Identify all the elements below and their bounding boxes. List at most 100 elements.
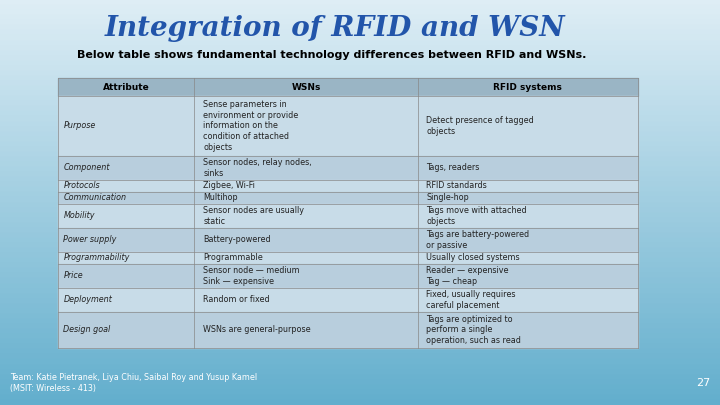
Bar: [0, 10, 720, 15]
Bar: [0, 284, 720, 288]
Text: Fixed, usually requires
careful placement: Fixed, usually requires careful placemen…: [426, 290, 516, 310]
Text: Team: Katie Pietranek, Liya Chiu, Saibal Roy and Yusup Kamel
(MSIT: Wireless - 4: Team: Katie Pietranek, Liya Chiu, Saibal…: [10, 373, 257, 393]
Bar: [58, 312, 638, 348]
Bar: [0, 380, 720, 385]
Text: Programmability: Programmability: [63, 254, 130, 262]
Bar: [0, 202, 720, 207]
Text: Programmable: Programmable: [203, 254, 263, 262]
Bar: [0, 207, 720, 213]
Bar: [0, 279, 720, 284]
Bar: [58, 264, 638, 288]
Bar: [0, 228, 720, 233]
Bar: [58, 192, 638, 204]
Bar: [0, 30, 720, 36]
Text: RFID systems: RFID systems: [493, 83, 562, 92]
Text: Single-hop: Single-hop: [426, 194, 469, 202]
Bar: [0, 400, 720, 405]
Bar: [0, 243, 720, 248]
Bar: [0, 56, 720, 61]
Bar: [0, 369, 720, 375]
Text: Battery-powered: Battery-powered: [203, 235, 271, 245]
Bar: [0, 258, 720, 263]
Bar: [0, 91, 720, 96]
Bar: [0, 101, 720, 107]
Text: Detect presence of tagged
objects: Detect presence of tagged objects: [426, 116, 534, 136]
Text: Component: Component: [63, 164, 110, 173]
Bar: [0, 223, 720, 228]
Bar: [0, 213, 720, 218]
Bar: [0, 61, 720, 66]
Text: Sensor nodes, relay nodes,
sinks: Sensor nodes, relay nodes, sinks: [203, 158, 312, 178]
Bar: [0, 233, 720, 238]
Bar: [0, 218, 720, 223]
Bar: [0, 132, 720, 137]
Bar: [0, 360, 720, 364]
Bar: [58, 204, 638, 228]
Text: WSNs are general-purpose: WSNs are general-purpose: [203, 326, 311, 335]
Bar: [0, 81, 720, 86]
Bar: [58, 228, 638, 252]
Text: Power supply: Power supply: [63, 235, 117, 245]
Bar: [58, 180, 638, 192]
Bar: [0, 117, 720, 121]
Text: Integration of RFID and WSN: Integration of RFID and WSN: [104, 15, 565, 41]
Bar: [0, 152, 720, 157]
Bar: [0, 25, 720, 30]
Text: Zigbee, Wi-Fi: Zigbee, Wi-Fi: [203, 181, 255, 190]
Text: Tags are optimized to
perform a single
operation, such as read: Tags are optimized to perform a single o…: [426, 315, 521, 345]
Bar: [0, 96, 720, 101]
Bar: [0, 137, 720, 142]
Bar: [0, 198, 720, 202]
Bar: [0, 51, 720, 56]
Bar: [0, 157, 720, 162]
Bar: [0, 182, 720, 187]
Bar: [0, 344, 720, 349]
Bar: [0, 334, 720, 339]
Bar: [58, 288, 638, 312]
Bar: [58, 78, 638, 96]
Bar: [0, 263, 720, 269]
Bar: [0, 238, 720, 243]
Bar: [0, 162, 720, 167]
Bar: [0, 385, 720, 390]
Text: Random or fixed: Random or fixed: [203, 296, 270, 305]
Text: Multihop: Multihop: [203, 194, 238, 202]
Bar: [0, 324, 720, 329]
Text: Mobility: Mobility: [63, 211, 95, 220]
Bar: [0, 86, 720, 91]
Text: Communication: Communication: [63, 194, 127, 202]
Bar: [0, 126, 720, 132]
Bar: [0, 299, 720, 304]
Bar: [0, 248, 720, 253]
Bar: [0, 76, 720, 81]
Bar: [0, 36, 720, 41]
Bar: [0, 288, 720, 294]
Bar: [0, 269, 720, 273]
Text: Price: Price: [63, 271, 83, 281]
Bar: [58, 96, 638, 156]
Bar: [0, 395, 720, 400]
Bar: [0, 273, 720, 279]
Text: Attribute: Attribute: [103, 83, 150, 92]
Text: Tags, readers: Tags, readers: [426, 164, 480, 173]
Text: Below table shows fundamental technology differences between RFID and WSNs.: Below table shows fundamental technology…: [76, 50, 586, 60]
Bar: [0, 390, 720, 395]
Text: Design goal: Design goal: [63, 326, 111, 335]
Bar: [0, 187, 720, 192]
Text: Reader — expensive
Tag — cheap: Reader — expensive Tag — cheap: [426, 266, 509, 286]
Bar: [0, 111, 720, 117]
Bar: [0, 46, 720, 51]
Text: Protocols: Protocols: [63, 181, 100, 190]
Bar: [0, 177, 720, 182]
Bar: [0, 314, 720, 319]
Text: Tags move with attached
objects: Tags move with attached objects: [426, 206, 527, 226]
Bar: [0, 107, 720, 111]
Bar: [0, 172, 720, 177]
Bar: [0, 375, 720, 380]
Text: Purpose: Purpose: [63, 122, 96, 130]
Bar: [0, 309, 720, 314]
Text: WSNs: WSNs: [292, 83, 320, 92]
Text: Sensor nodes are usually
static: Sensor nodes are usually static: [203, 206, 305, 226]
Bar: [0, 0, 720, 5]
Text: Tags are battery-powered
or passive: Tags are battery-powered or passive: [426, 230, 529, 250]
